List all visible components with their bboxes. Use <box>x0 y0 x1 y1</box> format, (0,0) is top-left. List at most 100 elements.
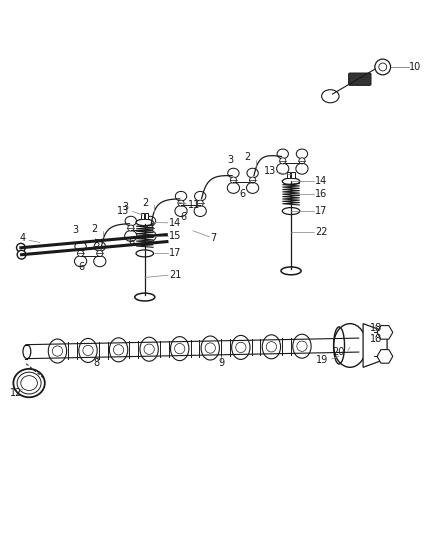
Circle shape <box>375 59 391 75</box>
Text: 8: 8 <box>94 358 100 368</box>
Ellipse shape <box>194 206 206 216</box>
Text: 3: 3 <box>227 155 233 165</box>
Ellipse shape <box>293 334 311 358</box>
Ellipse shape <box>110 338 128 362</box>
Circle shape <box>175 343 185 354</box>
Circle shape <box>266 342 276 352</box>
Text: 2: 2 <box>92 223 98 233</box>
Ellipse shape <box>194 191 206 201</box>
Bar <box>291 172 294 178</box>
Text: 9: 9 <box>218 358 224 368</box>
Text: 14: 14 <box>169 218 181 228</box>
Ellipse shape <box>145 216 155 226</box>
Ellipse shape <box>125 216 137 226</box>
Circle shape <box>78 251 84 256</box>
Ellipse shape <box>21 376 37 391</box>
Ellipse shape <box>283 178 300 184</box>
Circle shape <box>83 345 93 356</box>
Text: 3: 3 <box>122 201 128 212</box>
Ellipse shape <box>135 293 155 301</box>
Text: 17: 17 <box>169 248 181 259</box>
Text: 22: 22 <box>315 227 328 237</box>
Text: 3: 3 <box>72 225 78 235</box>
Circle shape <box>147 225 153 231</box>
Text: 6: 6 <box>239 189 245 199</box>
Ellipse shape <box>201 336 219 360</box>
Ellipse shape <box>17 372 41 394</box>
Ellipse shape <box>277 163 289 174</box>
Circle shape <box>97 251 103 256</box>
Circle shape <box>297 341 307 351</box>
Circle shape <box>250 177 256 183</box>
Text: 6: 6 <box>180 212 186 222</box>
Ellipse shape <box>296 149 307 159</box>
Text: 2: 2 <box>244 152 251 163</box>
Ellipse shape <box>247 182 259 193</box>
Ellipse shape <box>136 250 153 257</box>
Ellipse shape <box>283 207 300 215</box>
Ellipse shape <box>232 335 250 359</box>
Bar <box>141 213 144 219</box>
FancyBboxPatch shape <box>349 73 371 85</box>
Circle shape <box>299 158 305 164</box>
Text: 20: 20 <box>332 346 345 357</box>
Bar <box>287 172 290 178</box>
Circle shape <box>280 158 286 164</box>
Ellipse shape <box>334 327 345 364</box>
Text: 15: 15 <box>169 231 181 241</box>
Ellipse shape <box>227 182 240 193</box>
Text: 4: 4 <box>19 233 25 243</box>
Text: 19: 19 <box>316 356 328 365</box>
Ellipse shape <box>144 230 156 241</box>
Ellipse shape <box>125 230 137 241</box>
Ellipse shape <box>262 335 281 359</box>
Bar <box>145 213 148 219</box>
Text: 13: 13 <box>117 206 130 216</box>
Circle shape <box>144 344 154 354</box>
Ellipse shape <box>23 345 31 359</box>
Text: 16: 16 <box>315 189 327 199</box>
Ellipse shape <box>296 163 308 174</box>
Polygon shape <box>363 324 387 367</box>
Ellipse shape <box>321 90 339 103</box>
Text: 5: 5 <box>94 239 100 249</box>
Circle shape <box>113 345 124 355</box>
Ellipse shape <box>175 191 187 201</box>
Circle shape <box>17 244 25 252</box>
Ellipse shape <box>94 241 106 251</box>
Text: 17: 17 <box>315 206 328 216</box>
Text: 18: 18 <box>370 334 382 344</box>
Text: 10: 10 <box>409 62 421 72</box>
Circle shape <box>197 200 203 206</box>
Circle shape <box>178 200 184 206</box>
Circle shape <box>128 225 134 231</box>
Ellipse shape <box>170 337 189 361</box>
Circle shape <box>379 63 387 71</box>
Ellipse shape <box>247 168 258 178</box>
Circle shape <box>236 342 246 352</box>
Text: 13: 13 <box>264 166 276 176</box>
Text: 6: 6 <box>129 238 135 247</box>
Circle shape <box>52 346 63 356</box>
Ellipse shape <box>94 256 106 266</box>
Ellipse shape <box>13 369 45 397</box>
Ellipse shape <box>228 168 239 178</box>
Ellipse shape <box>74 256 87 266</box>
Ellipse shape <box>75 241 86 251</box>
Ellipse shape <box>136 219 153 225</box>
Ellipse shape <box>277 149 288 159</box>
Text: 18: 18 <box>370 322 382 333</box>
Text: 7: 7 <box>210 233 216 243</box>
Circle shape <box>230 177 237 183</box>
Text: 21: 21 <box>169 270 181 280</box>
Text: 14: 14 <box>315 176 327 187</box>
Circle shape <box>17 251 26 259</box>
Text: 2: 2 <box>142 198 149 208</box>
Ellipse shape <box>175 206 187 216</box>
Ellipse shape <box>79 338 97 362</box>
Circle shape <box>205 343 215 353</box>
Text: 11: 11 <box>187 200 200 211</box>
Ellipse shape <box>140 337 158 361</box>
Text: 12: 12 <box>10 388 22 398</box>
Ellipse shape <box>48 339 67 363</box>
